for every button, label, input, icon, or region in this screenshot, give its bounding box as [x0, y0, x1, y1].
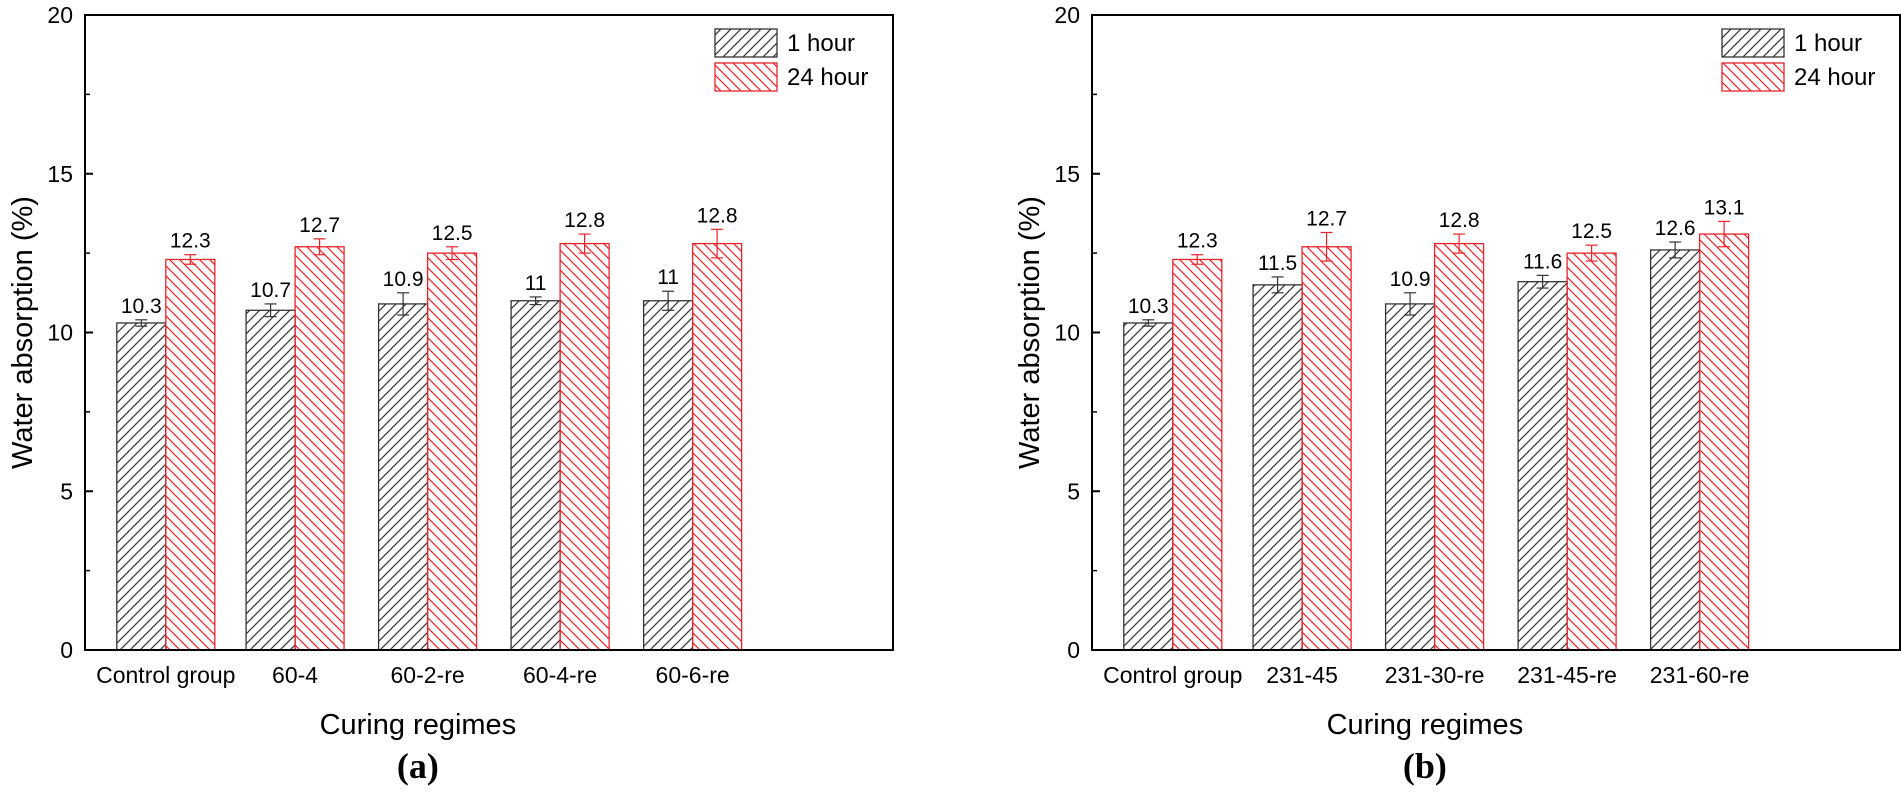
data-label-1-hour-60-2-re: 10.9	[383, 268, 424, 291]
data-label-24-hour-231-30-re: 12.8	[1439, 209, 1480, 232]
error-bar-24-hour-231-45	[1320, 231, 1333, 262]
y-tick-label-15: 15	[47, 161, 73, 187]
bar-24-hour-60-6-re	[691, 242, 743, 651]
x-tick-label-control-group: Control group	[1103, 662, 1242, 688]
chart-panel-a: 10.3 12.3 Control group 10.7 12.7 60-4 10.9 12.…	[7, 2, 894, 786]
x-tick-label-control-group: Control group	[96, 662, 235, 688]
bar-1-hour-231-45	[1252, 284, 1303, 651]
error-bar-24-hour-231-60-re	[1718, 220, 1731, 248]
legend-label-24-hour: 24 hour	[1794, 64, 1875, 91]
y-axis-label: Water absorption (%)	[1014, 196, 1046, 469]
bar-1-hour-control-group	[1123, 322, 1174, 651]
legend-label-1-hour: 1 hour	[1794, 30, 1862, 57]
y-tick-label-15: 15	[1054, 161, 1080, 187]
x-axis-label: Curing regimes	[320, 709, 517, 741]
bar-24-hour-231-60-re	[1698, 233, 1750, 651]
y-tick-label-10: 10	[47, 320, 73, 346]
error-bar-1-hour-60-2-re	[397, 292, 410, 316]
legend-label-1-hour: 1 hour	[787, 30, 855, 57]
error-bar-24-hour-231-30-re	[1453, 233, 1466, 254]
data-label-24-hour-60-2-re: 12.5	[432, 222, 473, 245]
x-axis-label: Curing regimes	[1327, 709, 1524, 741]
data-label-24-hour-60-4: 12.7	[299, 214, 340, 237]
data-label-24-hour-60-6-re: 12.8	[697, 204, 738, 227]
legend-label-24-hour: 24 hour	[787, 64, 868, 91]
chart-panel-b: 10.3 12.3 Control group 11.5 12.7 231-45 10.9 1…	[1014, 2, 1901, 786]
data-label-1-hour-control-group: 10.3	[1128, 295, 1169, 318]
bar-1-hour-231-45-re	[1517, 281, 1568, 651]
bar-24-hour-231-30-re	[1433, 242, 1485, 651]
error-bar-1-hour-231-45-re	[1536, 274, 1549, 289]
x-tick-label-231-30-re: 231-30-re	[1385, 662, 1485, 688]
data-label-24-hour-control-group: 12.3	[1177, 230, 1218, 253]
bar-24-hour-60-2-re	[426, 252, 478, 651]
x-tick-label-60-6-re: 60-6-re	[656, 662, 730, 688]
data-label-1-hour-60-4-re: 11	[525, 272, 547, 295]
data-label-1-hour-60-6-re: 11	[657, 266, 679, 289]
data-label-1-hour-231-30-re: 10.9	[1390, 268, 1431, 291]
error-bar-24-hour-60-4-re	[578, 233, 591, 254]
x-tick-label-60-4-re: 60-4-re	[523, 662, 597, 688]
bar-24-hour-60-4	[294, 246, 345, 651]
y-tick-label-10: 10	[1054, 320, 1080, 346]
bar-24-hour-231-45-re	[1566, 252, 1617, 651]
y-tick-label-0: 0	[1067, 637, 1080, 663]
error-bar-1-hour-60-4	[264, 303, 277, 318]
error-bar-1-hour-60-6-re	[662, 290, 675, 311]
x-tick-label-60-2-re: 60-2-re	[391, 662, 465, 688]
y-axis-label: Water absorption (%)	[7, 196, 39, 469]
bar-1-hour-60-2-re	[377, 303, 429, 651]
x-tick-label-60-4: 60-4	[272, 662, 318, 688]
data-label-24-hour-231-45: 12.7	[1306, 207, 1347, 230]
error-bar-24-hour-control-group	[1191, 254, 1204, 265]
error-bar-24-hour-control-group	[184, 254, 197, 265]
x-tick-label-231-45: 231-45	[1266, 662, 1338, 688]
data-label-1-hour-231-60-re: 12.6	[1655, 217, 1696, 240]
panel-label: (b)	[1403, 746, 1447, 786]
panel-label: (a)	[397, 746, 439, 786]
bar-1-hour-60-6-re	[642, 300, 694, 651]
y-tick-label-20: 20	[47, 2, 73, 28]
y-tick-label-5: 5	[1067, 478, 1080, 504]
bar-1-hour-231-30-re	[1384, 303, 1436, 651]
data-label-24-hour-control-group: 12.3	[170, 230, 211, 253]
bar-24-hour-60-4-re	[559, 242, 610, 651]
data-label-24-hour-231-60-re: 13.1	[1704, 196, 1745, 219]
error-bar-1-hour-231-30-re	[1404, 292, 1417, 316]
error-bar-1-hour-control-group	[1142, 319, 1155, 327]
bar-1-hour-control-group	[116, 322, 167, 651]
legend-swatch-1-hour	[714, 28, 778, 58]
data-label-24-hour-60-4-re: 12.8	[564, 209, 605, 232]
bar-1-hour-60-4	[245, 309, 296, 651]
error-bar-24-hour-231-45-re	[1585, 244, 1598, 262]
y-tick-label-5: 5	[60, 478, 73, 504]
data-label-1-hour-control-group: 10.3	[121, 295, 162, 318]
error-bar-1-hour-231-45	[1271, 276, 1284, 294]
data-label-1-hour-231-45: 11.5	[1258, 252, 1297, 275]
error-bar-1-hour-231-60-re	[1669, 241, 1682, 259]
x-tick-label-231-45-re: 231-45-re	[1517, 662, 1617, 688]
bar-1-hour-60-4-re	[510, 300, 561, 651]
legend-swatch-24-hour	[1721, 62, 1785, 92]
error-bar-1-hour-control-group	[135, 319, 148, 327]
error-bar-24-hour-60-6-re	[711, 228, 724, 259]
bar-24-hour-control-group	[165, 258, 216, 651]
legend-swatch-24-hour	[714, 62, 778, 92]
error-bar-1-hour-60-4-re	[529, 296, 542, 306]
data-label-1-hour-60-4: 10.7	[250, 279, 291, 302]
legend-swatch-1-hour	[1721, 28, 1785, 58]
bar-24-hour-231-45	[1301, 246, 1352, 651]
bar-24-hour-control-group	[1172, 258, 1223, 651]
bar-1-hour-231-60-re	[1649, 249, 1701, 651]
y-tick-label-0: 0	[60, 637, 73, 663]
y-tick-label-20: 20	[1054, 2, 1080, 28]
x-tick-label-231-60-re: 231-60-re	[1650, 662, 1750, 688]
data-label-24-hour-231-45-re: 12.5	[1571, 220, 1612, 243]
error-bar-24-hour-60-4	[313, 238, 326, 256]
error-bar-24-hour-60-2-re	[446, 246, 459, 261]
data-label-1-hour-231-45-re: 11.6	[1523, 250, 1562, 273]
